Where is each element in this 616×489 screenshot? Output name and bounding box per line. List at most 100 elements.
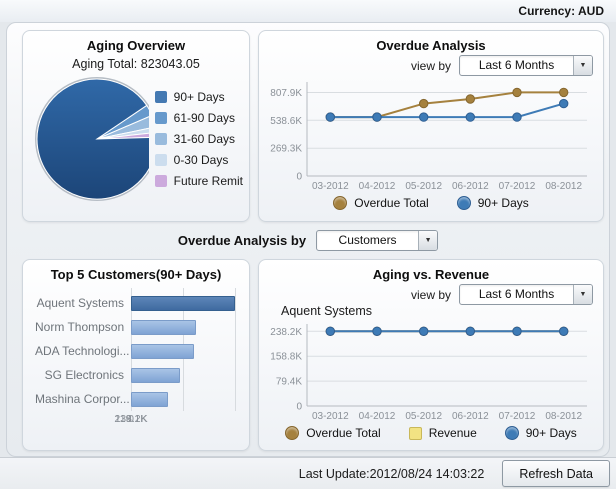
aging-pie-chart (35, 77, 149, 201)
legend-swatch (154, 175, 167, 187)
svg-text:79.4K: 79.4K (276, 377, 302, 388)
overdue-analysis-by-bar: Overdue Analysis by Customers ▼ (7, 222, 609, 259)
axis-tick-label: 0 (128, 413, 134, 425)
svg-text:06-2012: 06-2012 (452, 411, 489, 422)
legend-label: 90+ Days (477, 196, 529, 210)
overdue-analysis-by-label: Overdue Analysis by (177, 233, 307, 248)
bar-label: Aquent Systems (36, 296, 124, 310)
bar[interactable] (131, 344, 195, 359)
legend-label: Overdue Total (354, 196, 429, 210)
aging-overview-title: Aging Overview (86, 38, 186, 53)
svg-text:0: 0 (296, 172, 302, 183)
legend-label: Overdue Total (306, 426, 381, 440)
aging-total-label: Aging Total: (72, 57, 138, 71)
currency-bar: Currency: AUD (0, 0, 616, 22)
customer-subtitle: Aquent Systems (281, 304, 373, 318)
legend-label: 31-60 Days (173, 132, 236, 146)
top5-title: Top 5 Customers(90+ Days) (50, 267, 222, 282)
dropdown-arrow-icon[interactable]: ▼ (418, 231, 438, 250)
svg-text:807.9K: 807.9K (270, 88, 302, 99)
bar[interactable] (131, 296, 235, 311)
pie-legend: 90+ Days 61-90 Days 31-60 Days 0-30 Days Fut… (154, 90, 243, 188)
legend-item: 90+ Days (154, 90, 243, 104)
legend-item: 90+ Days (456, 196, 529, 210)
legend-label: Revenue (428, 426, 477, 440)
bar-label: ADA Technologi... (35, 344, 130, 358)
legend-marker (285, 426, 300, 440)
overdue-chart-legend: Overdue Total 90+ Days (259, 196, 603, 210)
last-update-label: Last Update:2012/08/24 14:03:22 (298, 466, 485, 481)
view-by-label: view by (410, 287, 451, 302)
aging-revenue-line-chart: 238.2K 158.8K 79.4K 0 03-2012 04-2012 05-2012 0… (270, 324, 587, 422)
legend-item: Overdue Total (333, 196, 429, 210)
footer-bar: Last Update:2012/08/24 14:03:22 Refresh … (0, 457, 616, 489)
top5-customers-panel: Top 5 Customers(90+ Days) Aquent Systems… (22, 259, 250, 451)
bar-label: Norm Thompson (35, 320, 125, 334)
svg-text:06-2012: 06-2012 (452, 181, 489, 192)
aging-revenue-chart-legend: Overdue Total Revenue 90+ Days (259, 426, 603, 440)
legend-item: 31-60 Days (154, 132, 243, 146)
svg-text:07-2012: 07-2012 (499, 181, 536, 192)
refresh-data-button[interactable]: Refresh Data (502, 460, 610, 487)
legend-item: 0-30 Days (154, 153, 243, 167)
svg-text:03-2012: 03-2012 (312, 181, 349, 192)
aging-total-value: 823043.05 (140, 57, 200, 71)
aging-vs-revenue-panel: Aging vs. Revenue view by Last 6 Months … (258, 259, 604, 451)
legend-marker (333, 196, 348, 210)
aging-overview-panel: Aging Overview Aging Total: 823043.05 90… (22, 30, 250, 222)
view-by-selected-value: Last 6 Months (478, 58, 555, 72)
bar-label: Mashina Corpor... (35, 392, 130, 406)
overdue-line-chart: 807.9K 538.6K 269.3K 0 03-2012 04-2012 05-2012… (270, 82, 587, 192)
legend-item: Overdue Total (285, 426, 381, 440)
svg-text:238.2K: 238.2K (270, 327, 302, 338)
legend-swatch (154, 91, 167, 103)
svg-text:0: 0 (296, 402, 302, 413)
currency-label: Currency: AUD (518, 4, 604, 18)
legend-label: Future Remit (173, 174, 243, 188)
view-by-selected-value: Last 6 Months (478, 287, 555, 301)
overdue-view-by-select[interactable]: Last 6 Months ▼ (459, 55, 593, 76)
dashboard-container: Aging Overview Aging Total: 823043.05 90… (6, 22, 610, 457)
svg-text:03-2012: 03-2012 (312, 411, 349, 422)
aging-vs-revenue-title: Aging vs. Revenue (372, 267, 490, 282)
legend-label: 61-90 Days (173, 111, 236, 125)
svg-text:05-2012: 05-2012 (405, 411, 442, 422)
gridline (235, 288, 236, 411)
legend-label: 0-30 Days (173, 153, 229, 167)
svg-text:269.3K: 269.3K (270, 144, 302, 155)
svg-text:538.6K: 538.6K (270, 116, 302, 127)
bar[interactable] (131, 392, 168, 407)
dropdown-arrow-icon[interactable]: ▼ (573, 56, 592, 75)
overdue-analysis-title: Overdue Analysis (376, 38, 486, 53)
overdue-by-select[interactable]: Customers ▼ (316, 230, 439, 251)
view-by-label: view by (410, 58, 451, 73)
svg-text:05-2012: 05-2012 (405, 181, 442, 192)
dropdown-arrow-icon[interactable]: ▼ (573, 285, 592, 304)
axis-tick-label: 119.1K (114, 413, 148, 425)
bar[interactable] (131, 320, 196, 335)
svg-text:08-2012: 08-2012 (545, 411, 582, 422)
legend-marker (408, 426, 422, 440)
svg-text:08-2012: 08-2012 (545, 181, 582, 192)
legend-marker (504, 426, 519, 440)
aging-total: Aging Total: 823043.05 (23, 57, 249, 71)
legend-label: 90+ Days (525, 426, 577, 440)
axis-tick-label: 238.2K (114, 413, 148, 425)
top5-bar-chart: Aquent Systems Norm Thompson ADA Technolog… (23, 282, 249, 429)
legend-item: Revenue (408, 426, 477, 440)
legend-item: 61-90 Days (154, 111, 243, 125)
legend-item: 90+ Days (504, 426, 577, 440)
bar-label: SG Electronics (44, 368, 124, 382)
bar[interactable] (131, 368, 180, 383)
svg-text:04-2012: 04-2012 (359, 181, 396, 192)
legend-swatch (154, 154, 167, 166)
overdue-by-selected-value: Customers (338, 233, 397, 247)
svg-text:04-2012: 04-2012 (359, 411, 396, 422)
legend-swatch (154, 133, 167, 145)
legend-marker (456, 196, 471, 210)
aging-rev-view-by-select[interactable]: Last 6 Months ▼ (459, 284, 593, 305)
overdue-analysis-panel: Overdue Analysis view by Last 6 Months ▼… (258, 30, 604, 222)
svg-text:158.8K: 158.8K (270, 352, 302, 363)
legend-item: Future Remit (154, 174, 243, 188)
legend-label: 90+ Days (173, 90, 225, 104)
